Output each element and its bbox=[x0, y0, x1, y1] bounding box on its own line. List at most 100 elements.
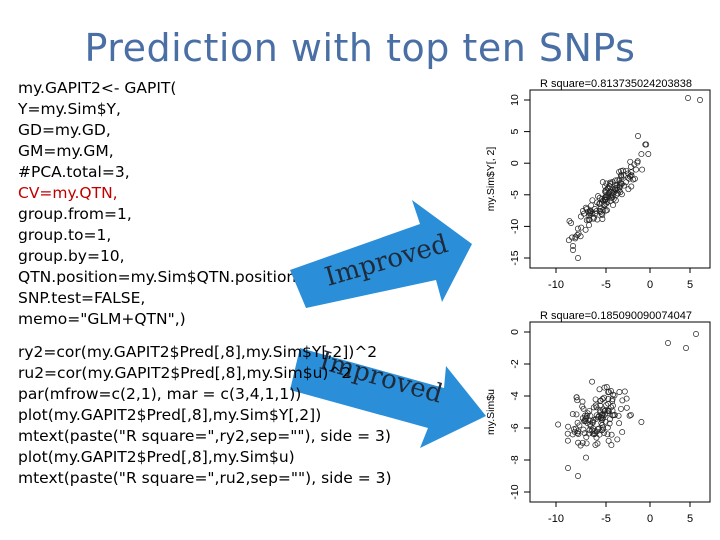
scatter-point bbox=[615, 412, 622, 419]
y-tick-label: 0 bbox=[509, 329, 521, 335]
x-tick-label: 5 bbox=[687, 513, 693, 525]
scatter-point bbox=[570, 247, 576, 253]
scatter-point bbox=[582, 416, 589, 422]
scatter-plot-y: R square=0.813735024203838 my.Sim$Y[, 2]… bbox=[485, 78, 711, 291]
code-line: group.from=1, bbox=[18, 205, 132, 223]
scatter-point bbox=[588, 202, 595, 209]
scatter-point bbox=[568, 220, 575, 226]
code-line: memo="GLM+QTN",) bbox=[18, 310, 186, 328]
scatter-point bbox=[631, 161, 638, 168]
scatter-point bbox=[605, 400, 612, 407]
x-tick-label: -5 bbox=[601, 513, 611, 525]
code-line: mtext(paste("R square=",ru2,sep=""), sid… bbox=[18, 469, 392, 487]
scatter-point bbox=[604, 407, 611, 414]
scatter-point bbox=[589, 197, 596, 204]
scatter-point bbox=[569, 234, 575, 241]
scatter-point bbox=[597, 402, 604, 409]
scatter-point bbox=[579, 208, 586, 214]
scatter-point bbox=[685, 95, 691, 101]
scatter-point bbox=[595, 193, 601, 200]
code-line: #PCA.total=3, bbox=[18, 163, 130, 181]
scatter-point bbox=[577, 213, 584, 220]
scatter-point bbox=[583, 206, 590, 213]
arrow-shape bbox=[290, 348, 486, 448]
scatter-point bbox=[583, 440, 590, 447]
plot-frame bbox=[529, 89, 711, 269]
scatter-point bbox=[565, 237, 572, 244]
scatter-point bbox=[602, 418, 609, 425]
scatter-point bbox=[608, 442, 615, 449]
scatter-point bbox=[597, 414, 604, 421]
code-line: GM=my.GM, bbox=[18, 142, 114, 160]
scatter-point bbox=[597, 398, 604, 404]
scatter-point bbox=[607, 194, 614, 201]
scatter-point bbox=[604, 199, 611, 206]
scatter-point bbox=[633, 166, 639, 173]
scatter-point bbox=[607, 179, 614, 186]
scatter-point bbox=[591, 214, 597, 221]
scatter-point bbox=[571, 428, 578, 435]
arrow-shape bbox=[290, 200, 472, 308]
x-axis-ticks: -10 -5 0 5 bbox=[548, 268, 693, 291]
scatter-point bbox=[555, 421, 562, 428]
code-block-plot-commands: ry2=cor(my.GAPIT2$Pred[,8],my.Sim$Y[,2])… bbox=[18, 342, 392, 489]
scatter-point bbox=[589, 430, 596, 437]
scatter-point bbox=[608, 404, 615, 411]
scatter-point bbox=[599, 211, 606, 218]
scatter-point bbox=[592, 441, 599, 448]
scatter-point bbox=[603, 180, 610, 187]
scatter-point bbox=[613, 184, 620, 191]
scatter-point bbox=[619, 397, 626, 404]
scatter-point bbox=[590, 416, 597, 423]
scatter-point bbox=[683, 345, 689, 351]
scatter-point bbox=[697, 97, 703, 103]
scatter-point bbox=[583, 454, 589, 461]
scatter-point bbox=[616, 389, 623, 395]
code-line: Y=my.Sim$Y, bbox=[18, 100, 121, 118]
scatter-point bbox=[572, 235, 579, 242]
scatter-point bbox=[584, 419, 591, 426]
scatter-point bbox=[575, 428, 582, 435]
scatter-point bbox=[603, 384, 610, 390]
scatter-point bbox=[604, 424, 611, 431]
scatter-point bbox=[593, 434, 600, 441]
x-tick-label: -10 bbox=[548, 513, 564, 525]
x-axis-ticks: -10 -5 0 5 bbox=[548, 502, 693, 525]
scatter-point bbox=[635, 133, 641, 139]
scatter-point bbox=[630, 176, 637, 183]
scatter-point bbox=[598, 199, 605, 206]
scatter-point bbox=[596, 407, 603, 414]
scatter-point bbox=[604, 431, 611, 438]
improved-arrow-bottom: Improved bbox=[290, 346, 486, 448]
scatter-point bbox=[606, 420, 613, 427]
r-square-label: R square=0.185090090074047 bbox=[540, 310, 692, 322]
code-line: par(mfrow=c(2,1), mar = c(3,4,1,1)) bbox=[18, 385, 302, 403]
scatter-point bbox=[601, 394, 608, 401]
plot-frame bbox=[529, 321, 711, 503]
code-line: mtext(paste("R square=",ry2,sep=""), sid… bbox=[18, 427, 391, 445]
scatter-point bbox=[570, 243, 576, 249]
scatter-point bbox=[596, 386, 603, 393]
scatter-point bbox=[639, 166, 646, 173]
scatter-point bbox=[581, 430, 588, 437]
scatter-point bbox=[628, 169, 635, 176]
scatter-point bbox=[622, 179, 629, 186]
y-tick-label: -6 bbox=[509, 423, 521, 432]
scatter-point bbox=[565, 423, 572, 430]
code-line: QTN.position=my.Sim$QTN.position, bbox=[18, 268, 302, 286]
y-tick-label: -8 bbox=[509, 455, 521, 464]
scatter-point bbox=[608, 431, 615, 438]
y-tick-label: 5 bbox=[509, 129, 521, 135]
y-tick-label: -2 bbox=[509, 359, 521, 368]
scatter-point bbox=[625, 170, 632, 177]
code-line: CV=my.QTN, bbox=[18, 184, 118, 202]
scatter-point bbox=[606, 416, 613, 423]
scatter-point bbox=[665, 340, 671, 346]
scatter-point bbox=[628, 172, 635, 179]
scatter-points bbox=[555, 331, 699, 479]
code-line: plot(my.GAPIT2$Pred[,8],my.Sim$u) bbox=[18, 448, 295, 466]
scatter-point bbox=[601, 408, 608, 415]
y-tick-label: -10 bbox=[509, 219, 521, 234]
scatter-point bbox=[576, 422, 583, 429]
scatter-plot-u: R square=0.185090090074047 my.Sim$u 0 -2 -… bbox=[485, 310, 711, 525]
